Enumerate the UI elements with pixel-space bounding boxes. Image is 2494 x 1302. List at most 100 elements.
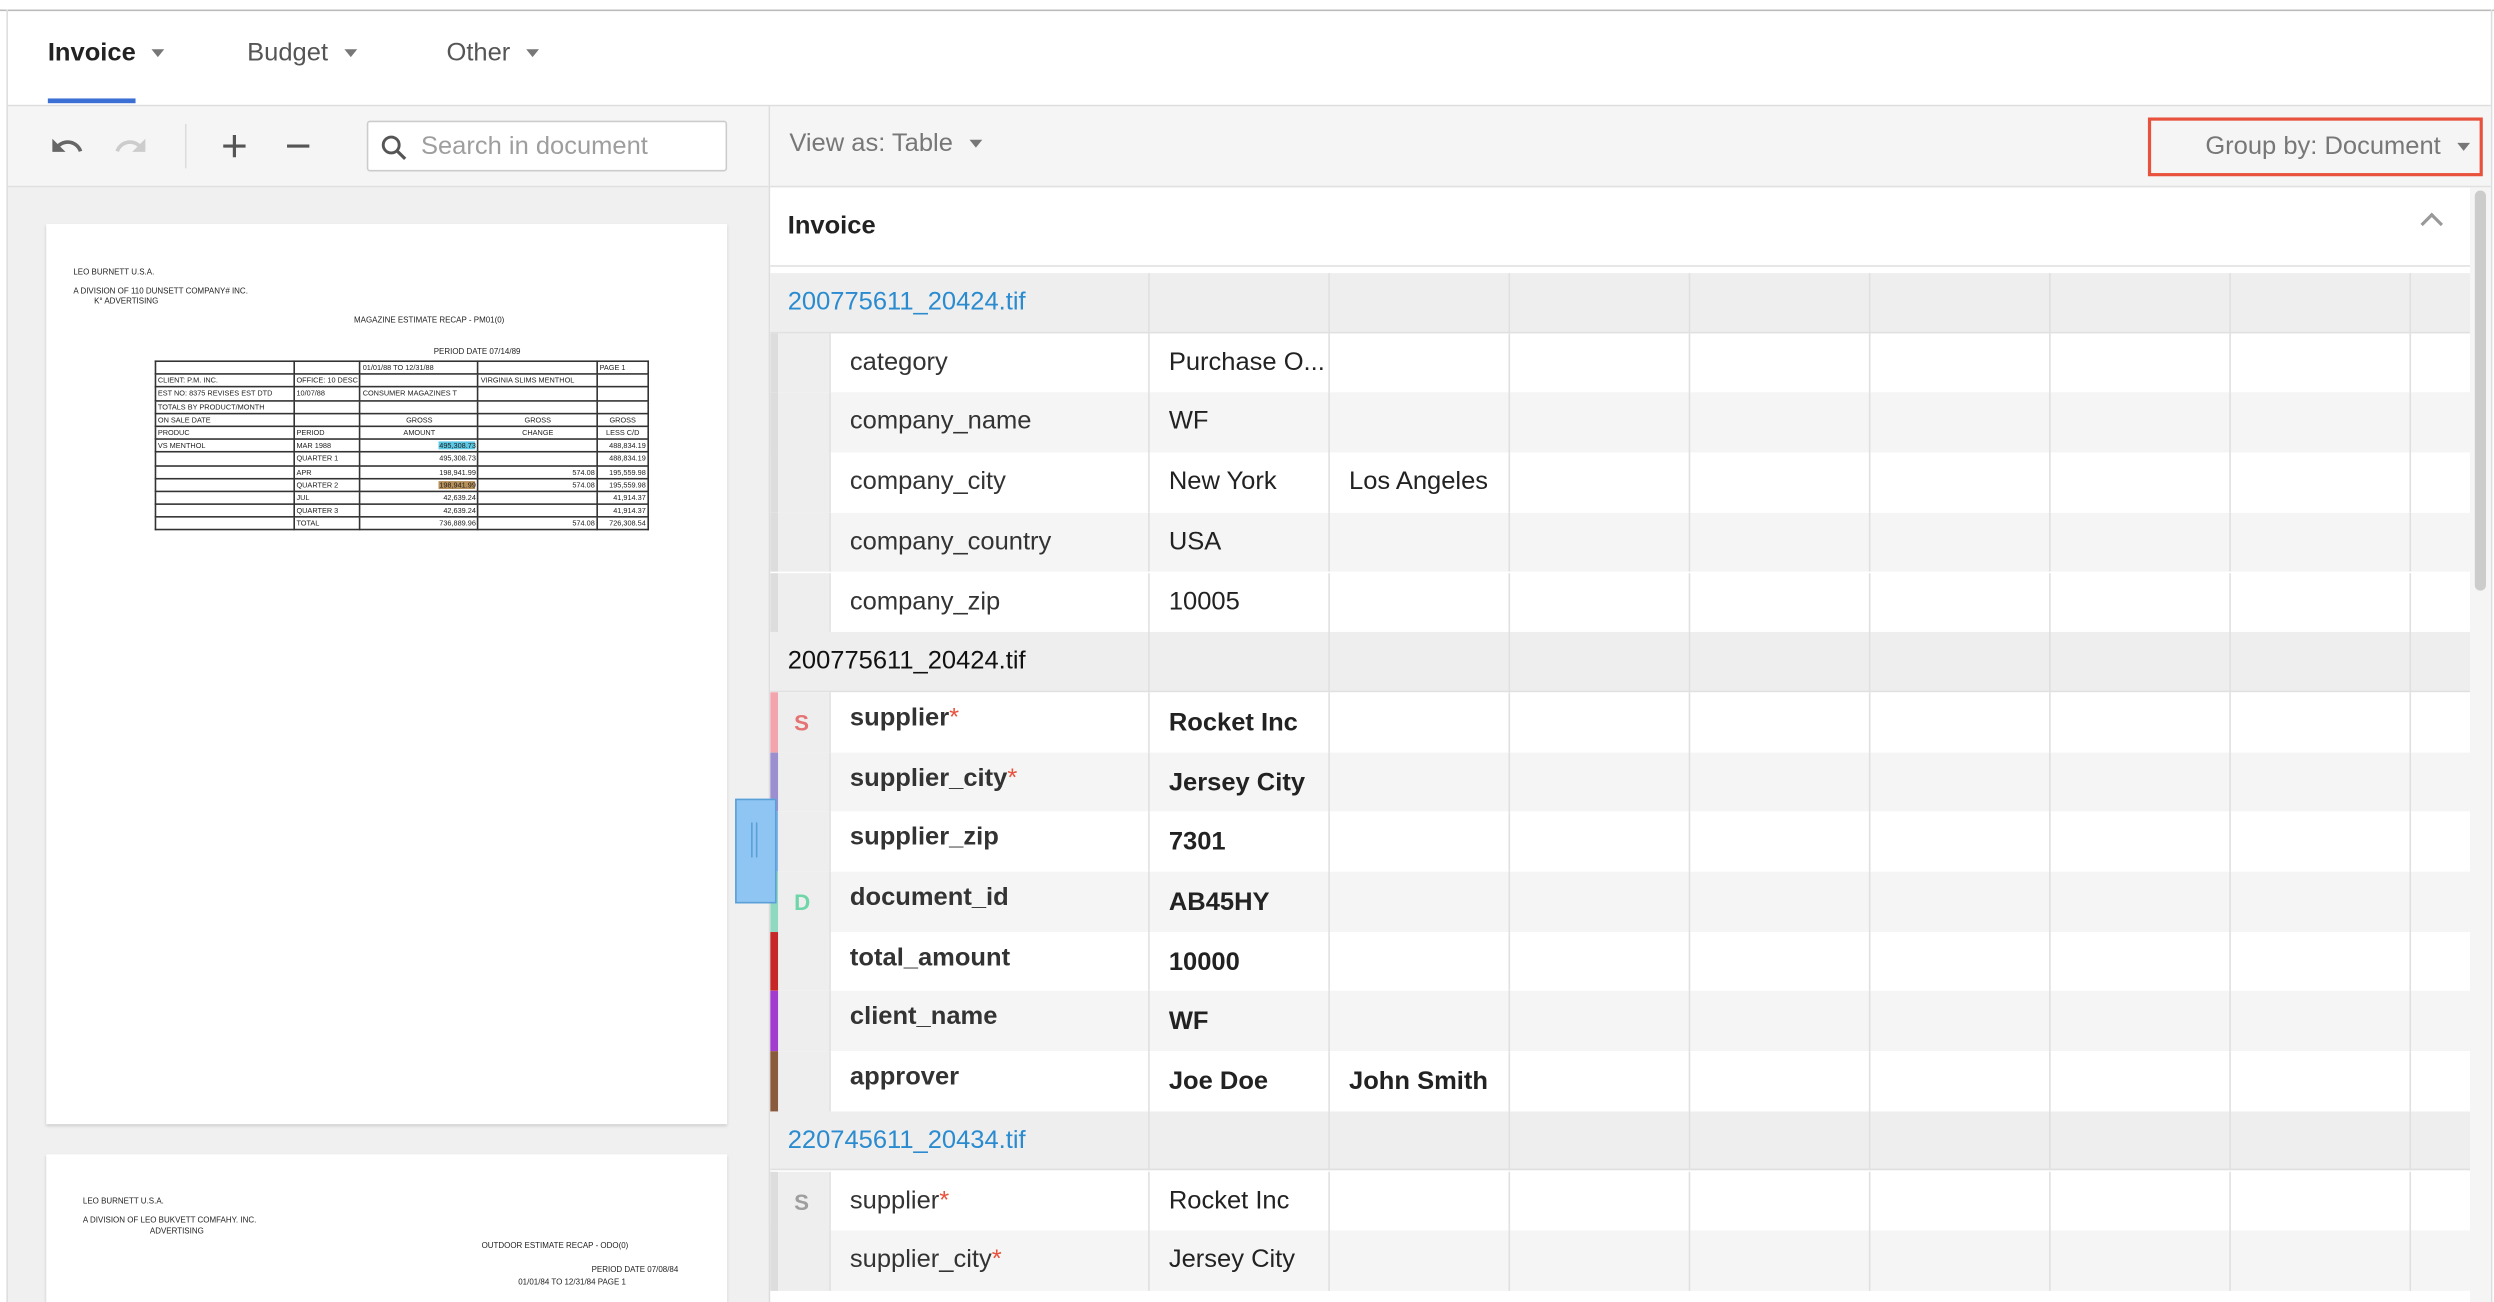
- column-line: [2049, 572, 2051, 633]
- document-table-cell: LESS C/D: [596, 425, 650, 441]
- field-name: approver: [850, 1064, 959, 1093]
- field-color-bar: [770, 452, 779, 513]
- column-line: [1688, 1051, 1691, 1112]
- splitter-handle[interactable]: [735, 798, 777, 904]
- column-line: [1148, 751, 1150, 812]
- document-table-row: JUL 42,639.24 41,914.37: [154, 490, 650, 506]
- column-line: [1868, 452, 1871, 513]
- document-table-cell: [359, 399, 480, 415]
- badge-cell: [778, 871, 830, 932]
- column-line: [1148, 871, 1150, 932]
- column-line: [1688, 1171, 1691, 1231]
- field-row: client_name WF: [770, 991, 2471, 1052]
- tab-label: Budget: [247, 39, 329, 67]
- zoom-out-button[interactable]: [284, 132, 313, 161]
- column-line: [1148, 1230, 1150, 1291]
- badge-cell: [778, 811, 830, 872]
- collapse-button[interactable]: [2420, 212, 2444, 236]
- document-table-cell: VIRGINIA SLIMS MENTHOL: [477, 373, 598, 389]
- field-cell-line: [829, 931, 831, 992]
- column-line: [1868, 632, 1871, 693]
- panel-divider: [768, 106, 771, 1302]
- field-name: category: [850, 349, 948, 378]
- document-table-cell: 488,834.19: [596, 438, 650, 454]
- badge-cell: [778, 1051, 830, 1112]
- table-header: Invoice: [770, 187, 2471, 267]
- tab[interactable]: Invoice: [48, 40, 165, 69]
- column-line: [1508, 811, 1511, 872]
- data-table: Invoice 200775611_20424.tif category Purcha…: [770, 187, 2471, 1302]
- tab[interactable]: Budget: [247, 40, 357, 69]
- document-table-cell: QUARTER 2: [293, 477, 362, 493]
- column-line: [1148, 512, 1150, 573]
- document-table-cell: [359, 373, 480, 389]
- redo-button[interactable]: [113, 129, 148, 164]
- field-value: Jersey City: [1168, 769, 1306, 797]
- field-name: company_name: [850, 409, 1032, 438]
- field-name: company_country: [850, 528, 1051, 557]
- document-text: LEO BURNETT U.S.A.: [73, 268, 155, 278]
- badge-cell: [778, 692, 830, 752]
- view-as-dropdown[interactable]: View as: Table: [789, 130, 982, 159]
- field-cell-line: [829, 1230, 831, 1291]
- column-line: [1688, 1230, 1691, 1291]
- group-by-dropdown[interactable]: Group by: Document: [2147, 117, 2483, 177]
- column-line: [2049, 632, 2051, 693]
- group-name[interactable]: 200775611_20424.tif: [787, 288, 1026, 316]
- field-label: company_city: [849, 468, 1006, 496]
- document-table-cell: [154, 516, 295, 532]
- search-box[interactable]: Search in document: [366, 120, 728, 172]
- column-line: [2049, 692, 2051, 752]
- column-line: [1868, 811, 1871, 872]
- column-line: [1148, 1051, 1150, 1112]
- column-line: [1508, 991, 1511, 1052]
- document-table-cell: CHANGE: [477, 425, 598, 441]
- scrollbar-thumb[interactable]: [2474, 190, 2486, 591]
- tab[interactable]: Other: [446, 40, 539, 69]
- column-line: [1688, 692, 1691, 752]
- column-line: [2229, 1111, 2231, 1171]
- field-value: AB45HY: [1168, 889, 1270, 917]
- column-line: [1328, 332, 1330, 393]
- field-label: category: [849, 348, 948, 376]
- badge-cell: [778, 392, 830, 453]
- column-line: [1688, 572, 1691, 633]
- badge-cell: [778, 332, 830, 393]
- field-cell-line: [829, 871, 831, 932]
- column-line: [2049, 751, 2051, 812]
- column-line: [1688, 332, 1691, 393]
- column-line: [2409, 392, 2412, 453]
- group-name: 200775611_20424.tif: [787, 648, 1026, 676]
- field-label: supplier_zip: [849, 824, 999, 852]
- document-table-cell: 10/07/88: [293, 386, 362, 402]
- document-table-cell: 01/01/88 TO 12/31/88: [359, 360, 480, 376]
- document-table-row: APR 198,941.99 574.08 195,559.98: [154, 464, 650, 480]
- field-color-bar: [770, 392, 779, 453]
- document-table-cell: PRODUC: [154, 425, 295, 441]
- field-name: document_id: [850, 884, 1009, 913]
- field-row: supplier_city* Jersey City: [770, 1230, 2471, 1291]
- field-row: total_amount 10000: [770, 931, 2471, 992]
- dropdown-arrow: [151, 49, 165, 58]
- document-table-row: QUARTER 2 198,941.99 574.08 195,559.98: [154, 477, 650, 493]
- field-color-bar: [770, 931, 779, 992]
- field-value: New York: [1168, 468, 1277, 496]
- column-line: [1148, 273, 1150, 333]
- field-label: supplier: [849, 1186, 940, 1214]
- document-table-cell: 198,941.99: [359, 477, 480, 493]
- column-line: [2229, 452, 2231, 513]
- column-line: [2049, 1171, 2051, 1231]
- badge-cell: [778, 1171, 830, 1231]
- document-table-cell: 488,834.19: [596, 451, 650, 467]
- view-as-label: View as: Table: [789, 130, 953, 158]
- column-line: [2229, 392, 2231, 453]
- frame-right: [2490, 9, 2493, 1302]
- zoom-in-button[interactable]: [220, 132, 249, 161]
- undo-button[interactable]: [49, 129, 84, 164]
- field-label: total_amount: [849, 944, 1011, 972]
- group-name[interactable]: 220745611_20434.tif: [787, 1127, 1026, 1155]
- column-line: [1688, 512, 1691, 573]
- document-table-cell: [154, 477, 295, 493]
- column-line: [2409, 452, 2412, 513]
- document-table-row: QUARTER 1 495,308.73 488,834.19: [154, 451, 650, 467]
